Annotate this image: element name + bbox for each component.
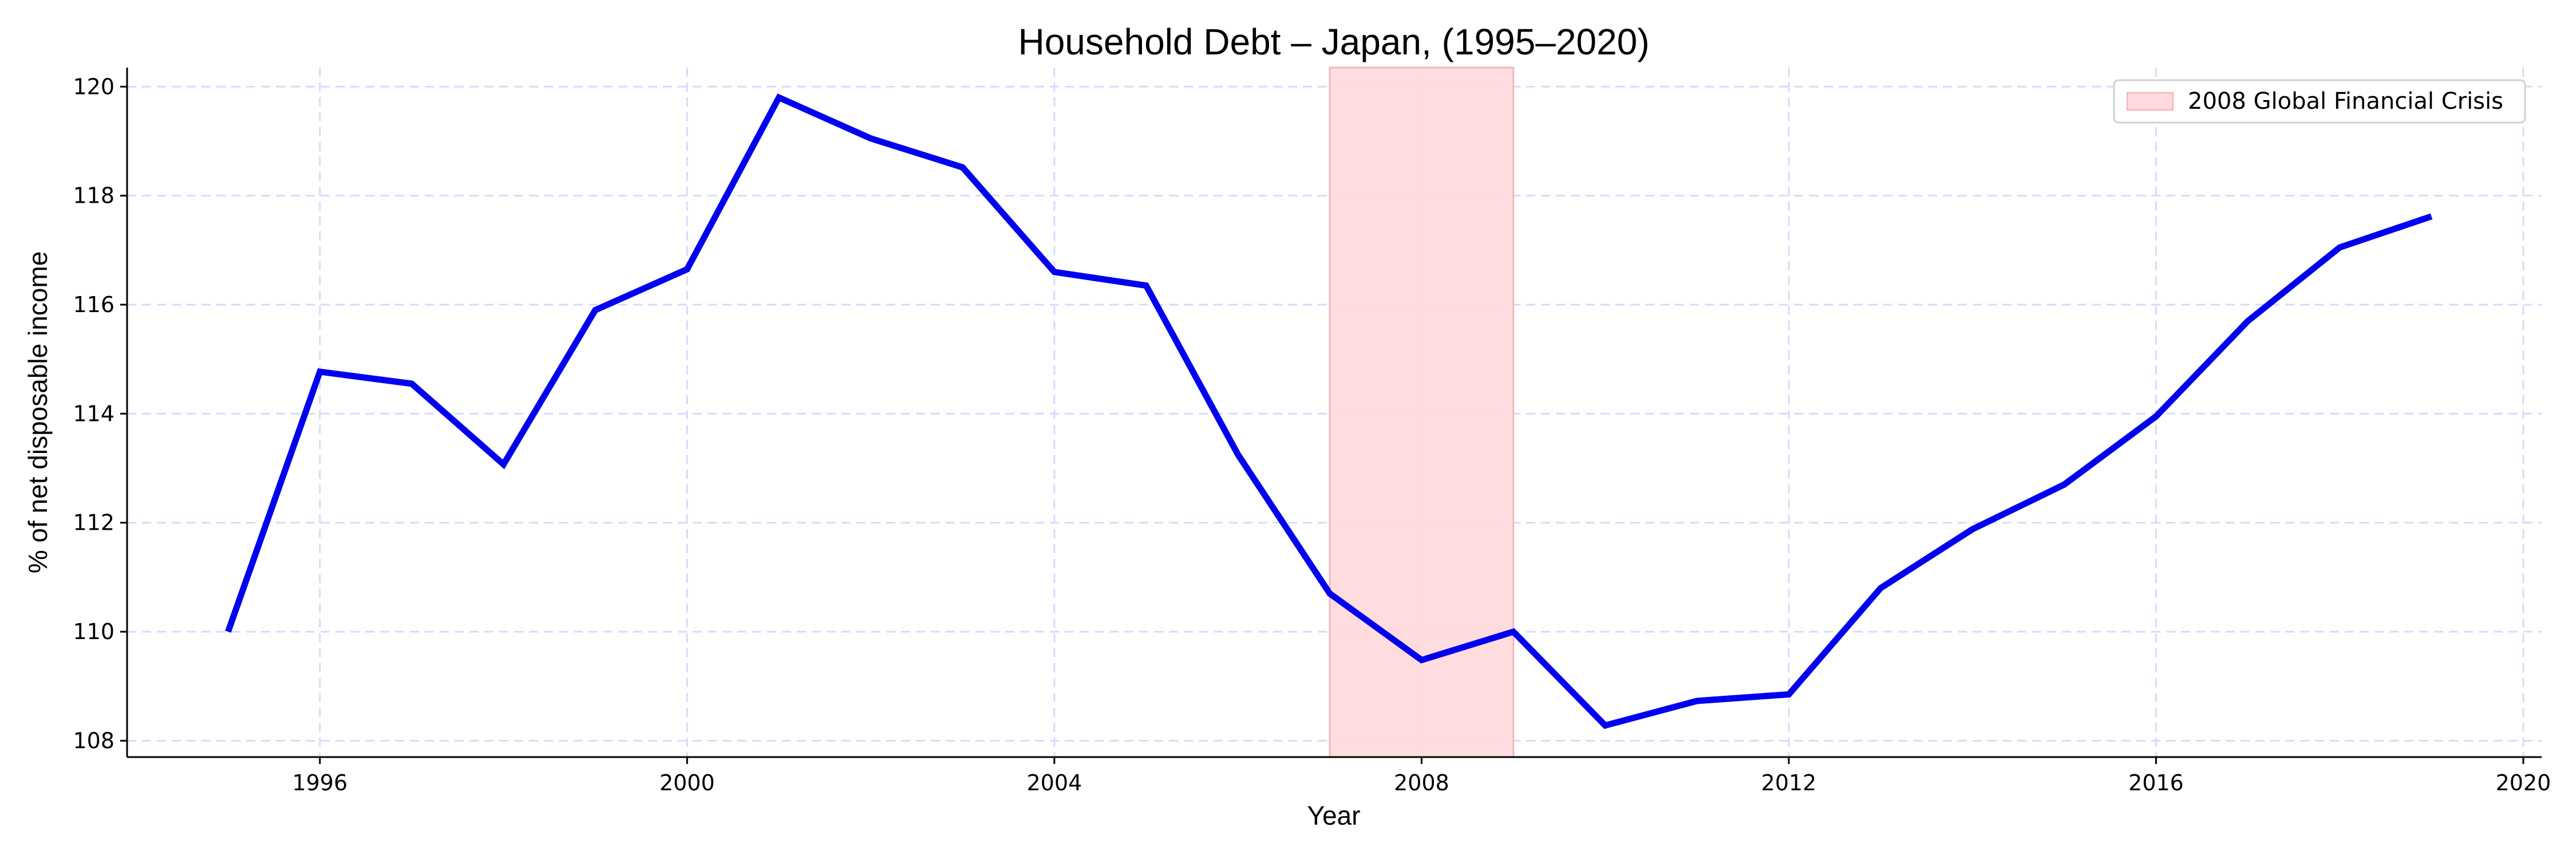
crisis-band-group <box>1329 66 1515 758</box>
y-tick-label: 110 <box>73 619 114 644</box>
x-tick-label: 2008 <box>1394 770 1449 795</box>
y-tick-label: 108 <box>73 728 114 753</box>
series-group <box>225 93 2433 729</box>
crisis-shaded-region <box>1329 66 1515 758</box>
x-tick-label: 2012 <box>1761 770 1817 795</box>
x-axis-ticks: 1996 2000 2004 2008 2012 2016 2020 <box>292 757 2551 795</box>
y-tick-label: 112 <box>73 510 114 535</box>
y-tick-label: 120 <box>73 74 114 99</box>
legend-box <box>2113 79 2526 124</box>
x-axis-label: Year <box>1307 801 1361 830</box>
y-tick-label: 114 <box>73 401 114 426</box>
x-tick-label: 2004 <box>1026 770 1082 795</box>
x-tick-label: 1996 <box>292 770 347 795</box>
axes <box>126 68 2542 758</box>
y-axis-label: % of net disposable income <box>23 251 53 574</box>
y-axis-ticks: 108 110 112 114 116 118 120 <box>73 74 127 753</box>
legend: 2008 Global Financial Crisis <box>2113 79 2526 124</box>
y-tick-label: 116 <box>73 292 114 317</box>
series-line <box>225 93 2433 729</box>
legend-label-crisis: 2008 Global Financial Crisis <box>2188 88 2503 115</box>
chart-title: Household Debt – Japan, (1995–2020) <box>1018 21 1649 62</box>
x-tick-label: 2000 <box>659 770 715 795</box>
x-tick-label: 2020 <box>2496 770 2551 795</box>
legend-swatch-crisis <box>2127 92 2174 111</box>
x-tick-label: 2016 <box>2128 770 2184 795</box>
y-tick-label: 118 <box>73 183 114 208</box>
